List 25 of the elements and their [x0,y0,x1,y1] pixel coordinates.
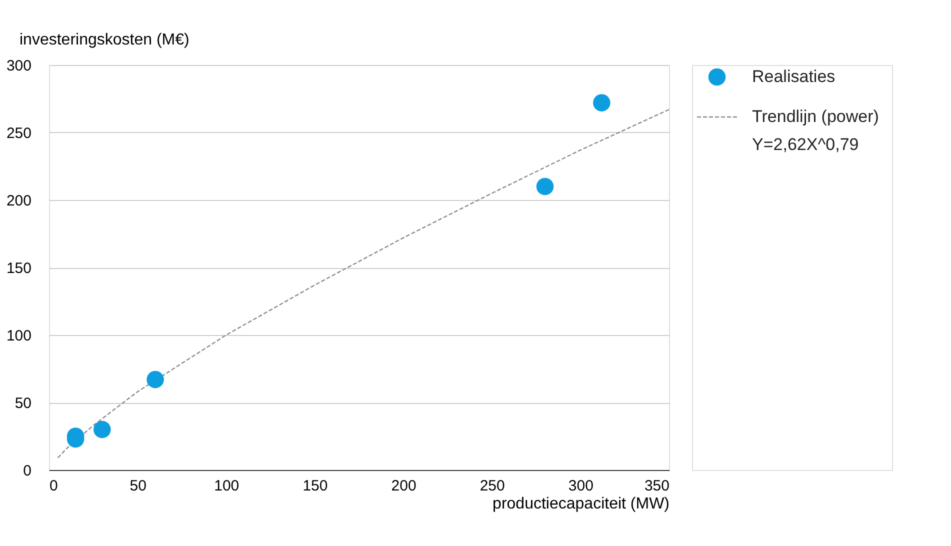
x-tick-label: 250 [480,478,505,494]
line-series [57,108,670,458]
point [536,178,554,196]
point [93,420,111,438]
x-tick-label: 200 [391,478,416,494]
y-tick-label: 250 [6,125,32,142]
x-tick-label: 100 [214,478,240,494]
y-tick-label: 300 [6,58,32,74]
x-axis-title: productiecapaciteit (MW) [492,496,670,512]
x-tick-label: 300 [568,478,594,494]
text: Y=2,62X^0,79 [752,135,859,154]
y-tick-label: 150 [6,260,32,277]
point [146,370,164,388]
y-tick-label: 50 [14,395,32,412]
y-tick-label: 0 [23,462,32,480]
legend-label: Realisaties [752,67,836,86]
x-tick-label: 0 [50,478,58,494]
y-axis-title: investeringskosten (M€) [20,32,190,48]
y-tick-label: 200 [6,192,32,210]
point [593,94,610,112]
legend-label: Trendlijn (power) [752,107,879,126]
x-tick-label: 150 [302,478,328,494]
y-tick-label: 100 [6,328,32,344]
x-tick-label: 350 [644,478,670,494]
x-tick-label: 50 [130,478,146,494]
